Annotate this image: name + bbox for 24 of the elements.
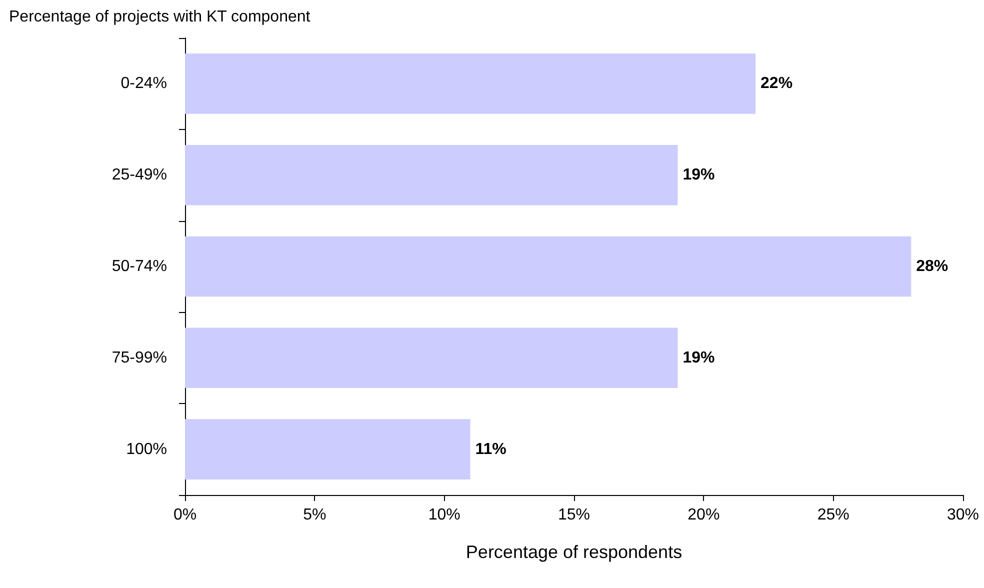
x-tick-label: 25% <box>817 506 850 524</box>
bar <box>185 54 756 114</box>
y-tick-label: 50-74% <box>112 258 167 275</box>
x-tick-label: 0% <box>173 506 197 524</box>
y-tick-label: 100% <box>126 440 167 458</box>
data-label: 19% <box>682 166 715 184</box>
bar <box>185 419 470 480</box>
x-tick-label: 10% <box>428 506 460 524</box>
data-label: 28% <box>916 258 948 275</box>
bar <box>185 236 912 297</box>
bar <box>185 328 678 388</box>
y-tick-label: 25-49% <box>112 166 167 184</box>
bar <box>185 144 678 206</box>
x-tick-label: 5% <box>303 506 326 524</box>
x-tick-label: 30% <box>946 506 980 524</box>
data-label: 11% <box>475 440 506 458</box>
data-label: 19% <box>682 349 715 366</box>
data-label: 22% <box>760 75 793 92</box>
y-tick-label: 0-24% <box>120 75 167 92</box>
x-axis-title: Percentage of respondents <box>466 542 682 562</box>
x-tick-label: 20% <box>688 506 720 524</box>
y-tick-label: 75-99% <box>112 349 167 366</box>
y-axis-title: Percentage of projects with KT component <box>9 8 311 26</box>
x-tick-label: 15% <box>558 506 590 524</box>
